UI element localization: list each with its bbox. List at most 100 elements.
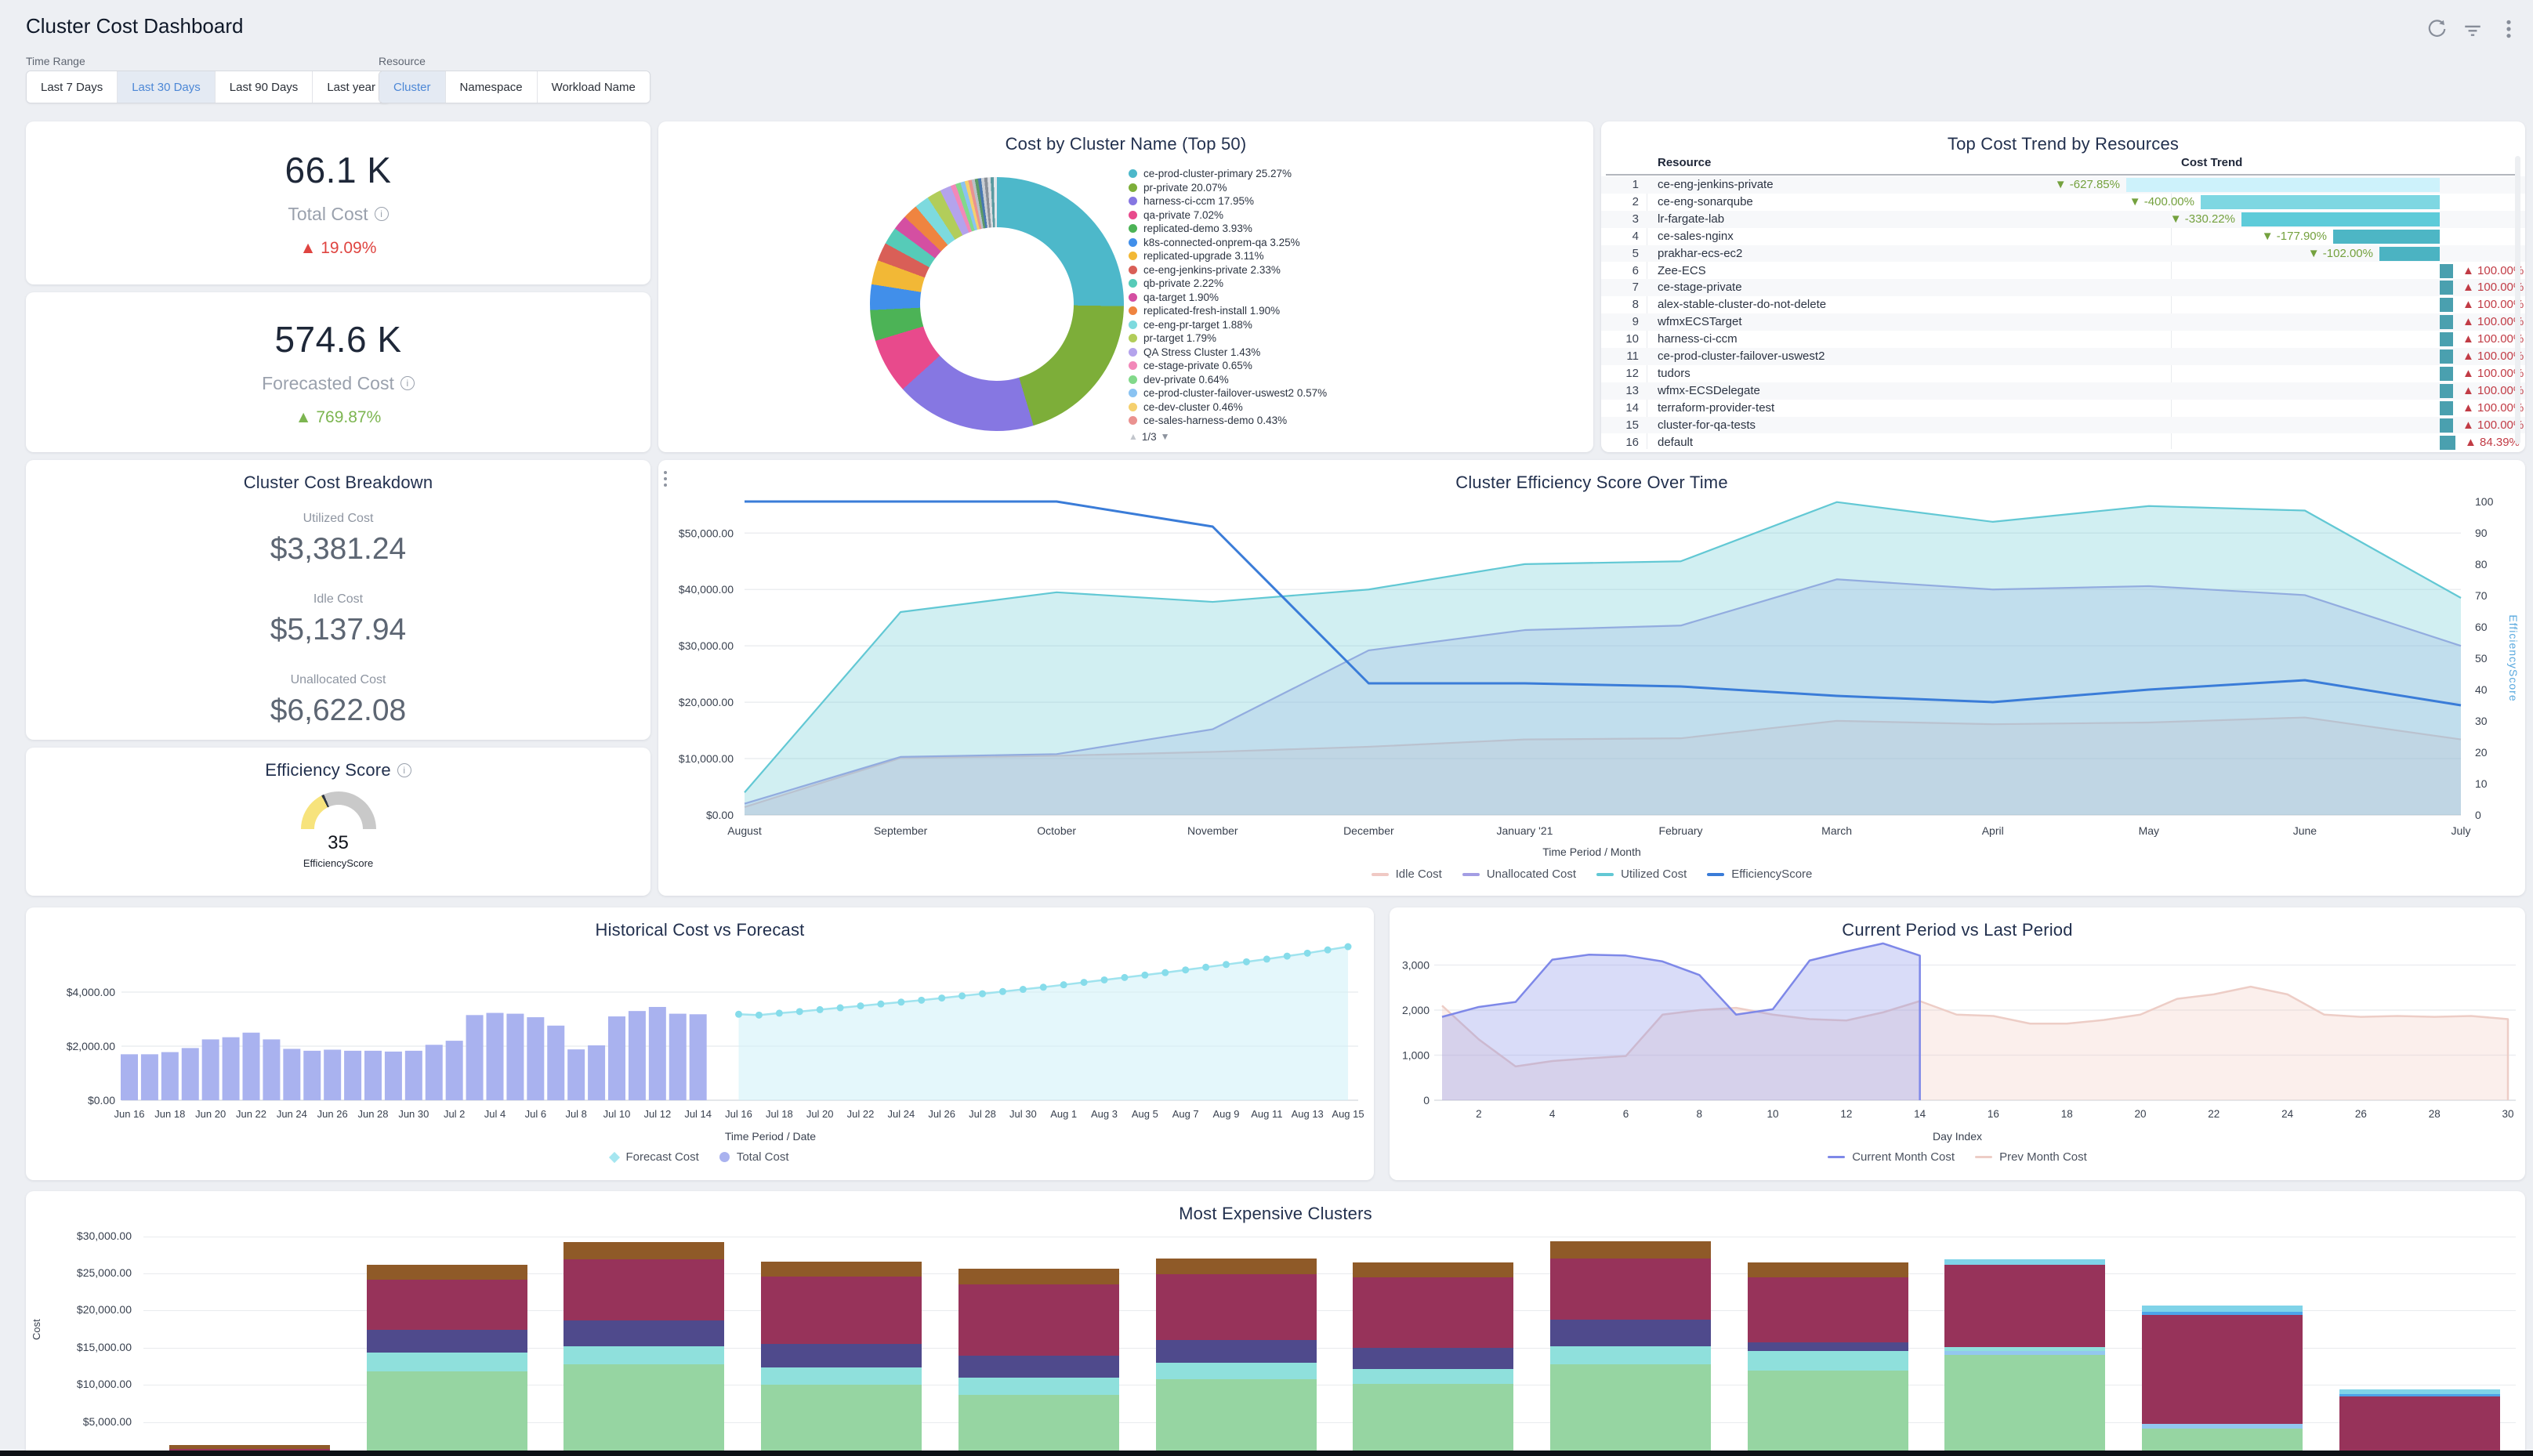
legend-item[interactable]: replicated-demo 3.93% (1129, 222, 1327, 236)
resource-segmented-control: Cluster Namespace Workload Name (379, 71, 650, 103)
table-row[interactable]: 8 alex-stable-cluster-do-not-delete ▲ 100.… (1601, 296, 2525, 313)
legend-item[interactable]: Unallocated Cost (1462, 867, 1576, 881)
expensive-chart[interactable]: $30,000.00 $25,000.00 $20,000.00 $15,000.00… (26, 1191, 2525, 1456)
legend-item[interactable]: pr-private 20.07% (1129, 181, 1327, 195)
stacked-bar[interactable] (366, 1265, 527, 1456)
stacked-bar[interactable] (1549, 1240, 1711, 1456)
axis-tick-label: 1,000 (1402, 1049, 1430, 1062)
axis-tick-label: 4 (1549, 1108, 1556, 1120)
table-row[interactable]: 9 wfmxECSTarget ▲ 100.00% (1601, 313, 2525, 331)
legend-item[interactable]: ce-prod-cluster-failover-uswest2 0.57% (1129, 386, 1327, 400)
bar-segment-purple (366, 1329, 527, 1353)
table-row[interactable]: 14 terraform-provider-test ▲ 100.00% (1601, 400, 2525, 417)
table-row[interactable]: 2 ce-eng-sonarqube ▼ -400.00% (1601, 194, 2525, 211)
legend-item[interactable]: ce-stage-private 0.65% (1129, 359, 1327, 373)
resource-option-workload-name[interactable]: Workload Name (536, 71, 650, 103)
historical-xaxis-label: Time Period / Date (724, 1130, 817, 1143)
table-row[interactable]: 7 ce-stage-private ▲ 100.00% (1601, 279, 2525, 297)
legend-item[interactable]: Forecast Cost (609, 1150, 699, 1164)
historical-chart[interactable]: $0.00 $2,000.00 $4,000.00 Jun 16 Jun 18 Jun 2… (26, 907, 1374, 1180)
table-scrollbar[interactable] (2515, 156, 2520, 444)
refresh-icon[interactable] (2426, 19, 2447, 39)
stacked-bar[interactable] (761, 1262, 922, 1456)
table-row[interactable]: 4 ce-sales-nginx ▼ -177.90% (1601, 228, 2525, 245)
legend-item[interactable]: EfficiencyScore (1707, 867, 1812, 881)
legend-item[interactable]: harness-ci-ccm 17.95% (1129, 194, 1327, 208)
time-range-option-last-90-days[interactable]: Last 90 Days (214, 71, 313, 103)
table-row[interactable]: 5 prakhar-ecs-ec2 ▼ -102.00% (1601, 244, 2525, 263)
resource-option-cluster[interactable]: Cluster (379, 71, 445, 103)
trend-value: ▼ -102.00% (2307, 246, 2373, 260)
table-row[interactable]: 15 cluster-for-qa-tests ▲ 100.00% (1601, 416, 2525, 434)
legend-item[interactable]: dev-private 0.64% (1129, 373, 1327, 387)
axis-tick-label: $30,000.00 (679, 639, 734, 652)
idle-cost-value: $5,137.94 (270, 613, 407, 647)
efficiency-chart[interactable]: $0.00 $10,000.00 $20,000.00 $30,000.00 $40,0… (658, 460, 2525, 896)
page-title: Cluster Cost Dashboard (26, 14, 244, 38)
filter-icon[interactable] (2462, 19, 2483, 39)
legend-item[interactable]: replicated-upgrade 3.11% (1129, 249, 1327, 263)
table-row[interactable]: 3 lr-fargate-lab ▼ -330.22% (1601, 210, 2525, 228)
bar-segment-crimson (1155, 1273, 1317, 1340)
stacked-bar[interactable] (1747, 1262, 1908, 1456)
legend-item[interactable]: pr-target 1.79% (1129, 331, 1327, 346)
axis-tick-label: Aug 11 (1251, 1108, 1282, 1120)
legend-item[interactable]: qb-private 2.22% (1129, 277, 1327, 291)
stacked-bar[interactable] (1155, 1258, 1317, 1456)
stacked-bar[interactable] (2142, 1306, 2303, 1456)
table-row[interactable]: 12 tudors ▲ 100.00% (1601, 365, 2525, 382)
legend-item[interactable]: k8s-connected-onprem-qa 3.25% (1129, 236, 1327, 250)
table-row[interactable]: 6 Zee-ECS ▲ 100.00% (1601, 263, 2525, 280)
info-icon[interactable] (374, 207, 389, 221)
legend-item[interactable]: replicated-fresh-install 1.90% (1129, 304, 1327, 318)
stacked-bar[interactable] (1353, 1262, 1514, 1456)
info-icon[interactable] (397, 763, 411, 777)
info-icon[interactable] (400, 376, 415, 390)
legend-item[interactable]: ce-eng-jenkins-private 2.33% (1129, 263, 1327, 277)
table-row[interactable]: 10 harness-ci-ccm ▲ 100.00% (1601, 331, 2525, 348)
panel-menu-icon[interactable] (658, 469, 672, 490)
page-down-icon[interactable] (1161, 431, 1170, 442)
series-line (745, 500, 2462, 707)
legend-item[interactable]: ce-dev-cluster 0.46% (1129, 400, 1327, 415)
legend-item[interactable]: qa-target 1.90% (1129, 291, 1327, 305)
legend-label: ce-dev-cluster 0.46% (1143, 400, 1243, 413)
time-range-option-last-30-days[interactable]: Last 30 Days (117, 71, 215, 103)
axis-tick-label: Jul 30 (1009, 1108, 1037, 1120)
table-row[interactable]: 11 ce-prod-cluster-failover-uswest2 ▲ 100.… (1601, 348, 2525, 365)
legend-item[interactable]: ce-eng-pr-target 1.88% (1129, 318, 1327, 332)
legend-item[interactable]: qa-private 7.02% (1129, 208, 1327, 223)
bar-segment-cyan (958, 1378, 1119, 1396)
axis-tick-label: 2 (1476, 1108, 1482, 1120)
total-cost-bar (425, 1045, 443, 1100)
time-range-option-last-7-days[interactable]: Last 7 Days (27, 71, 118, 103)
legend-item[interactable]: QA Stress Cluster 1.43% (1129, 346, 1327, 360)
legend-item[interactable]: Total Cost (719, 1150, 789, 1164)
more-options-icon[interactable] (2499, 19, 2519, 39)
page-up-icon[interactable] (1129, 431, 1138, 442)
stacked-bar[interactable] (2339, 1389, 2500, 1456)
table-row[interactable]: 16 default ▲ 84.39% (1601, 434, 2525, 451)
column-header-resource[interactable]: Resource (1658, 156, 1712, 169)
expensive-clusters-panel: Most Expensive Clusters Cost $30,000.00 $… (26, 1191, 2525, 1456)
legend-item[interactable]: ce-sales-harness-demo 0.43% (1129, 414, 1327, 428)
legend-item[interactable]: Current Month Cost (1828, 1150, 1955, 1164)
axis-tick-label: Jul 18 (766, 1108, 793, 1120)
legend-item[interactable]: ce-prod-cluster-primary 25.27% (1129, 167, 1327, 181)
table-row[interactable]: 13 wfmx-ECSDelegate ▲ 100.00% (1601, 382, 2525, 400)
table-row[interactable]: 1 ce-eng-jenkins-private ▼ -627.85% (1601, 176, 2525, 194)
gridline (143, 1347, 2516, 1349)
column-header-cost-trend[interactable]: Cost Trend (2181, 156, 2243, 169)
stacked-bar[interactable] (958, 1268, 1119, 1456)
resource-option-namespace[interactable]: Namespace (444, 71, 537, 103)
forecast-point (795, 1008, 803, 1016)
bar-segment-crimson (1353, 1277, 1514, 1349)
time-range-option-last-year[interactable]: Last year (312, 71, 390, 103)
legend-item[interactable]: Idle Cost (1371, 867, 1442, 881)
stacked-bar[interactable] (1944, 1259, 2106, 1456)
row-rank: 3 (1632, 212, 1639, 226)
stacked-bar[interactable] (563, 1241, 725, 1456)
legend-item[interactable]: Utilized Cost (1596, 867, 1687, 881)
legend-item[interactable]: Prev Month Cost (1975, 1150, 2087, 1164)
